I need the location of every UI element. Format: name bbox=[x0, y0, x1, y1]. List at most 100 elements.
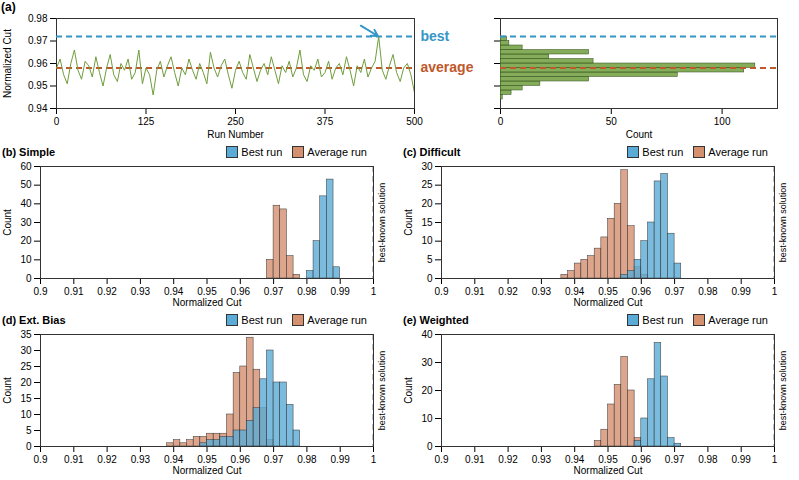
svg-text:Count: Count bbox=[626, 129, 653, 140]
svg-text:best-known solution: best-known solution bbox=[377, 351, 387, 431]
svg-text:Count: Count bbox=[2, 209, 13, 236]
svg-text:0.96: 0.96 bbox=[28, 58, 48, 69]
svg-text:0.93: 0.93 bbox=[131, 454, 151, 465]
svg-text:0.98: 0.98 bbox=[297, 286, 317, 297]
svg-text:100: 100 bbox=[714, 116, 731, 127]
svg-text:10: 10 bbox=[421, 413, 433, 424]
svg-text:0: 0 bbox=[26, 441, 32, 452]
svg-text:40: 40 bbox=[20, 198, 32, 209]
svg-text:best: best bbox=[421, 28, 450, 44]
svg-text:5: 5 bbox=[427, 254, 433, 265]
svg-text:0.9: 0.9 bbox=[435, 286, 449, 297]
svg-text:20: 20 bbox=[421, 385, 433, 396]
svg-text:30: 30 bbox=[421, 161, 433, 172]
svg-text:0.96: 0.96 bbox=[231, 454, 251, 465]
svg-text:125: 125 bbox=[138, 116, 155, 127]
svg-text:Run Number: Run Number bbox=[207, 129, 264, 140]
svg-text:best-known solution: best-known solution bbox=[377, 183, 387, 263]
svg-text:1: 1 bbox=[772, 454, 778, 465]
svg-text:50: 50 bbox=[20, 179, 32, 190]
svg-text:Normalized Cut: Normalized Cut bbox=[574, 465, 643, 476]
svg-text:Normalized Cut: Normalized Cut bbox=[2, 29, 13, 98]
svg-text:1: 1 bbox=[371, 286, 377, 297]
svg-text:25: 25 bbox=[421, 179, 433, 190]
svg-text:0.98: 0.98 bbox=[698, 286, 718, 297]
svg-text:0.91: 0.91 bbox=[64, 454, 84, 465]
svg-text:0.95: 0.95 bbox=[197, 286, 217, 297]
svg-text:375: 375 bbox=[317, 116, 334, 127]
svg-text:30: 30 bbox=[20, 217, 32, 228]
svg-text:0.95: 0.95 bbox=[598, 454, 618, 465]
svg-text:0.99: 0.99 bbox=[330, 454, 350, 465]
svg-text:0.95: 0.95 bbox=[197, 454, 217, 465]
svg-text:0.9: 0.9 bbox=[34, 286, 48, 297]
svg-text:0.92: 0.92 bbox=[498, 286, 518, 297]
svg-text:0.94: 0.94 bbox=[164, 286, 184, 297]
svg-text:0.95: 0.95 bbox=[28, 80, 48, 91]
svg-text:20: 20 bbox=[20, 377, 32, 388]
svg-text:30: 30 bbox=[421, 357, 433, 368]
svg-text:50: 50 bbox=[606, 116, 618, 127]
svg-text:Count: Count bbox=[2, 377, 13, 404]
svg-text:0.99: 0.99 bbox=[330, 286, 350, 297]
svg-text:0: 0 bbox=[498, 116, 504, 127]
svg-text:average: average bbox=[421, 59, 474, 75]
svg-text:0.9: 0.9 bbox=[435, 454, 449, 465]
svg-text:20: 20 bbox=[421, 198, 433, 209]
svg-text:0.97: 0.97 bbox=[28, 35, 48, 46]
svg-text:0.93: 0.93 bbox=[532, 454, 552, 465]
svg-text:0.91: 0.91 bbox=[465, 454, 485, 465]
svg-text:0.93: 0.93 bbox=[131, 286, 151, 297]
svg-text:0.92: 0.92 bbox=[97, 286, 117, 297]
svg-text:0: 0 bbox=[427, 273, 433, 284]
svg-text:Normalized Cut: Normalized Cut bbox=[173, 465, 242, 476]
svg-text:0: 0 bbox=[26, 273, 32, 284]
svg-text:1: 1 bbox=[371, 454, 377, 465]
svg-text:0.94: 0.94 bbox=[28, 103, 48, 114]
svg-text:0.95: 0.95 bbox=[598, 286, 618, 297]
svg-text:Normalized Cut: Normalized Cut bbox=[574, 297, 643, 308]
svg-text:0.98: 0.98 bbox=[297, 454, 317, 465]
svg-text:0.97: 0.97 bbox=[665, 286, 685, 297]
svg-text:Count: Count bbox=[403, 209, 414, 236]
svg-text:30: 30 bbox=[20, 345, 32, 356]
svg-text:15: 15 bbox=[421, 217, 433, 228]
svg-text:0.92: 0.92 bbox=[498, 454, 518, 465]
svg-text:Count: Count bbox=[403, 377, 414, 404]
svg-text:0.99: 0.99 bbox=[731, 286, 751, 297]
svg-text:0.96: 0.96 bbox=[632, 454, 652, 465]
svg-text:0.97: 0.97 bbox=[665, 454, 685, 465]
svg-text:60: 60 bbox=[20, 161, 32, 172]
svg-text:250: 250 bbox=[227, 116, 244, 127]
svg-text:0: 0 bbox=[54, 116, 60, 127]
svg-text:best-known solution: best-known solution bbox=[778, 351, 788, 431]
svg-text:0.93: 0.93 bbox=[532, 286, 552, 297]
svg-text:10: 10 bbox=[20, 409, 32, 420]
svg-text:10: 10 bbox=[20, 254, 32, 265]
svg-text:0.92: 0.92 bbox=[97, 454, 117, 465]
svg-text:1: 1 bbox=[772, 286, 778, 297]
svg-text:0.97: 0.97 bbox=[264, 286, 284, 297]
svg-text:0.96: 0.96 bbox=[231, 286, 251, 297]
svg-text:10: 10 bbox=[421, 235, 433, 246]
svg-text:0.97: 0.97 bbox=[264, 454, 284, 465]
svg-text:5: 5 bbox=[26, 425, 32, 436]
svg-text:20: 20 bbox=[20, 235, 32, 246]
svg-text:0.94: 0.94 bbox=[164, 454, 184, 465]
svg-text:0.94: 0.94 bbox=[565, 454, 585, 465]
svg-text:0.94: 0.94 bbox=[565, 286, 585, 297]
svg-text:500: 500 bbox=[406, 116, 423, 127]
svg-text:25: 25 bbox=[20, 361, 32, 372]
svg-text:0: 0 bbox=[427, 441, 433, 452]
svg-text:0.9: 0.9 bbox=[34, 454, 48, 465]
svg-text:0.91: 0.91 bbox=[64, 286, 84, 297]
svg-text:0.91: 0.91 bbox=[465, 286, 485, 297]
svg-text:0.96: 0.96 bbox=[632, 286, 652, 297]
svg-text:0.98: 0.98 bbox=[698, 454, 718, 465]
svg-text:35: 35 bbox=[20, 329, 32, 340]
svg-text:40: 40 bbox=[421, 329, 433, 340]
svg-text:15: 15 bbox=[20, 393, 32, 404]
svg-text:Normalized Cut: Normalized Cut bbox=[173, 297, 242, 308]
svg-text:0.98: 0.98 bbox=[28, 13, 48, 24]
svg-text:0.99: 0.99 bbox=[731, 454, 751, 465]
